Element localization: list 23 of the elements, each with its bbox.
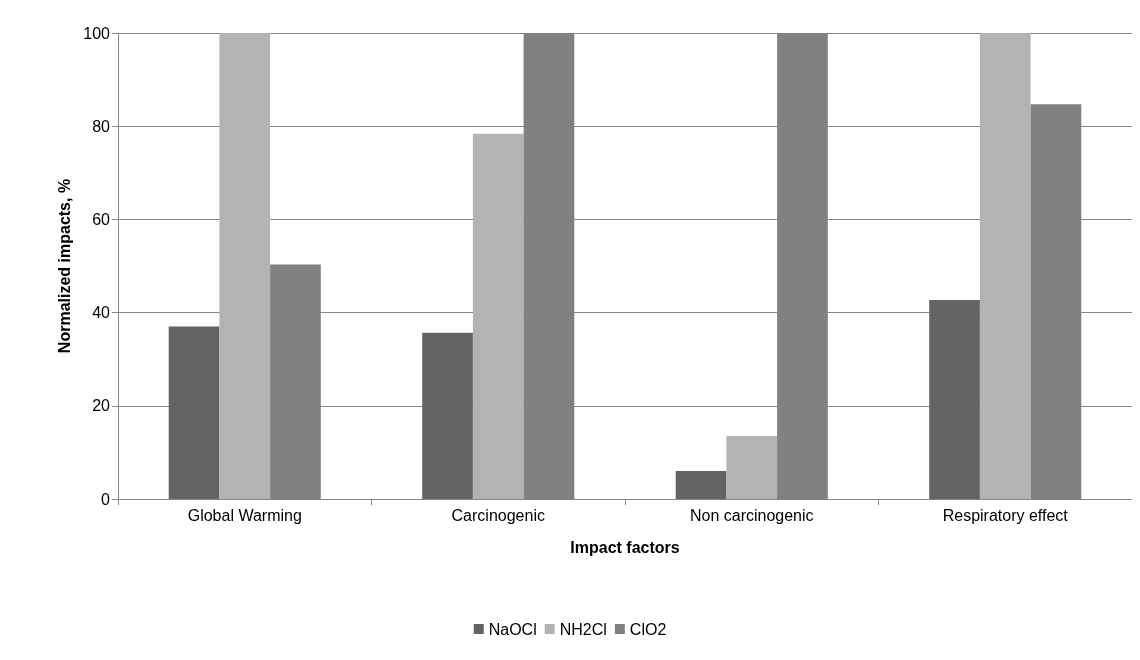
bar [472, 133, 524, 499]
legend-label: ClO2 [629, 620, 667, 638]
bar [726, 436, 778, 499]
x-tick-label: Non carcinogenic [689, 506, 814, 524]
bar [929, 300, 980, 499]
y-tick-label: 40 [92, 304, 111, 322]
x-tick-label: Respiratory effect [942, 506, 1069, 524]
x-tick-label: Global Warming [187, 506, 302, 524]
x-tick-label: Carcinogenic [451, 506, 545, 524]
x-axis-title: Impact factors [570, 538, 680, 556]
bar [675, 471, 727, 499]
y-tick-label: 100 [83, 24, 111, 42]
legend-label: NH2Cl [559, 620, 607, 638]
bar [168, 326, 220, 499]
y-tick-label: 0 [101, 490, 111, 508]
y-tick-label: 80 [92, 117, 111, 135]
bar [219, 33, 271, 499]
y-axis-title: Normalized impacts, % [55, 178, 73, 354]
bar [422, 332, 473, 499]
y-tick-label: 60 [92, 210, 111, 228]
legend-label: NaOCl [488, 620, 537, 638]
bar [979, 33, 1031, 499]
y-tick-label: 20 [92, 397, 111, 415]
